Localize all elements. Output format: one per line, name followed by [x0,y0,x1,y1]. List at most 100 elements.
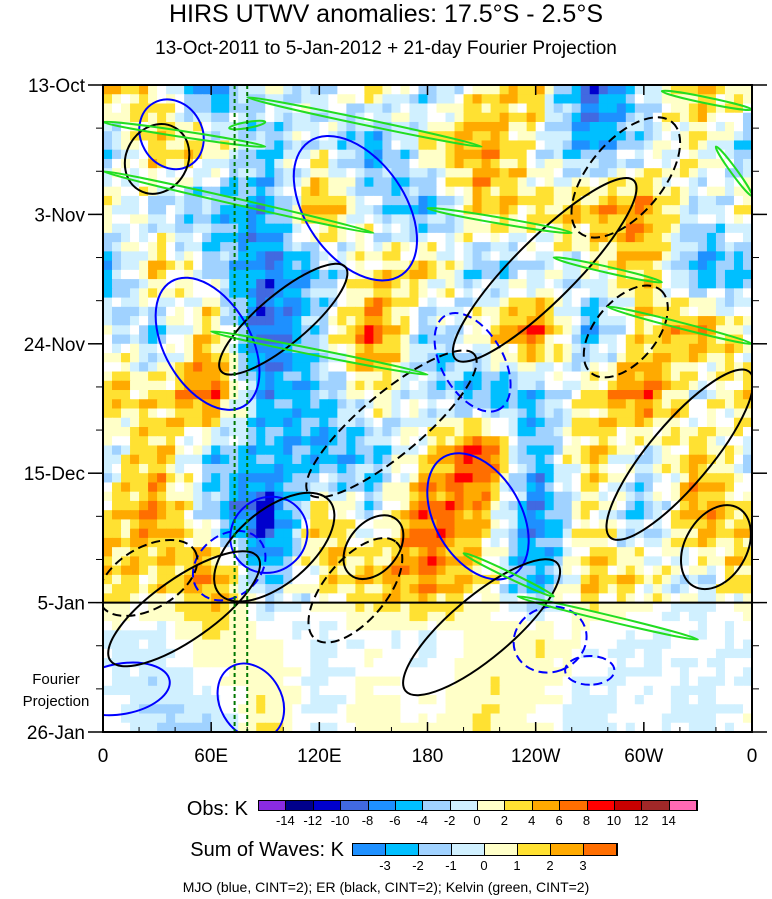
heatmap-cell [409,537,420,548]
heatmap-cell [688,630,699,641]
heatmap-cell [292,186,302,197]
heatmap-cell [175,362,185,373]
heatmap-cell [247,103,257,114]
heatmap-cell [535,94,546,105]
heatmap-cell [418,639,429,650]
heatmap-cell [742,232,753,243]
heatmap-cell [661,445,672,456]
heatmap-cell [337,537,347,548]
heatmap-cell [391,482,402,493]
heatmap-cell [625,658,636,668]
heatmap-cell [670,205,681,215]
heatmap-cell [391,519,402,530]
heatmap-cell [607,112,618,123]
heatmap-cell [454,611,465,622]
heatmap-cell [733,436,744,447]
heatmap-cell [418,584,429,594]
heatmap-cell [283,426,293,437]
heatmap-cell [607,399,618,410]
heatmap-cell [571,547,582,557]
heatmap-cell [310,140,320,151]
heatmap-cell [463,473,474,484]
heatmap-cell [247,584,257,594]
heatmap-cell [454,704,465,715]
heatmap-cell [373,658,384,668]
heatmap-cell [625,325,636,336]
heatmap-cell [616,94,627,105]
heatmap-cell [553,205,564,215]
heatmap-cell [688,195,699,206]
heatmap-cell [616,593,627,604]
heatmap-cell [157,436,167,447]
heatmap-cell [184,574,194,585]
heatmap-cell [409,85,420,95]
heatmap-cell [445,537,456,548]
heatmap-cell [508,399,519,410]
heatmap-cell [175,510,185,521]
heatmap-cell [490,630,501,641]
heatmap-cell [346,658,356,668]
heatmap-cell [544,473,555,484]
heatmap-cell [643,473,654,484]
heatmap-cell [364,85,375,95]
heatmap-cell [175,713,185,724]
heatmap-cell [148,445,158,456]
heatmap-cell [355,473,366,484]
heatmap-cell [445,103,456,114]
heatmap-cell [571,149,582,160]
heatmap-cell [562,140,573,151]
heatmap-cell [193,214,203,225]
heatmap-cell [337,473,347,484]
heatmap-cell [463,621,474,631]
heatmap-cell [436,621,447,631]
heatmap-cell [391,639,402,650]
heatmap-cell [553,242,564,252]
heatmap-cell [499,279,510,289]
heatmap-cell [697,158,708,169]
heatmap-cell [301,500,311,511]
heatmap-cell [661,399,672,410]
heatmap-cell [121,131,131,142]
heatmap-cell [193,593,203,604]
heatmap-cell [274,611,284,622]
heatmap-cell [202,676,212,687]
heatmap-cell [265,177,275,188]
heatmap-cell [562,436,573,447]
heatmap-cell [643,611,654,622]
heatmap-cell [202,454,212,465]
heatmap-cell [265,676,275,687]
heatmap-cell [742,223,753,234]
heatmap-cell [463,556,474,567]
heatmap-cell [310,417,320,428]
heatmap-cell [634,519,645,530]
heatmap-cell [175,205,185,215]
heatmap-cell [526,131,537,142]
heatmap-cell [373,648,384,659]
heatmap-cell [148,214,158,225]
heatmap-cell [472,436,483,447]
heatmap-cell [508,491,519,502]
heatmap-cell [211,353,221,363]
heatmap-cell [292,103,302,114]
heatmap-cell [589,713,600,724]
heatmap-cell [652,325,663,336]
heatmap-cell [220,621,230,631]
heatmap-cell [157,232,167,243]
heatmap-cell [580,343,591,354]
heatmap-cell [544,621,555,631]
heatmap-cell [265,371,275,382]
heatmap-cell [715,547,726,557]
heatmap-cell [256,288,266,299]
heatmap-cell [238,121,248,132]
heatmap-cell [292,325,302,336]
heatmap-cell [238,297,248,308]
heatmap-cell [148,325,158,336]
heatmap-cell [346,399,356,410]
heatmap-cell [310,445,320,456]
heatmap-cell [535,297,546,308]
heatmap-cell [598,85,609,95]
heatmap-cell [292,676,302,687]
heatmap-cell [346,436,356,447]
heatmap-cell [364,630,375,641]
heatmap-cell [382,630,393,641]
